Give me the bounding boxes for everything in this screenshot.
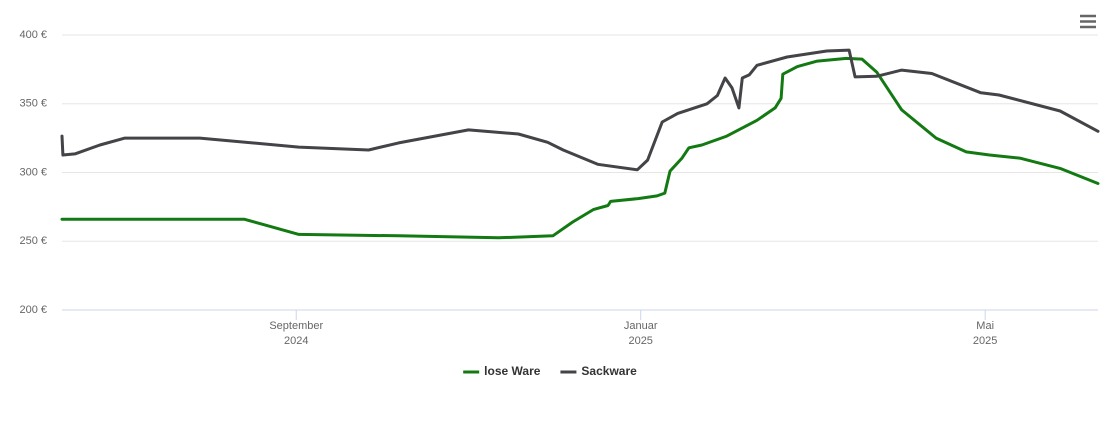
legend-item: Sackware [560,364,637,378]
x-tick-label: Januar 2025 [623,320,658,347]
x-tick-label: Mai 2025 [972,320,998,347]
y-tick-label: 350 € [19,98,47,110]
series-line [60,56,1100,240]
legend-item: lose Ware [463,364,541,378]
legend: lose Ware Sackware [463,364,637,378]
menu-button[interactable] [1078,12,1098,32]
x-tick-label: September 2024 [269,320,324,347]
y-tick-label: 250 € [19,235,47,247]
series-line [60,48,1100,172]
y-tick-label: 400 € [19,29,47,41]
legend-label: Sackware [581,364,637,378]
y-tick-label: 200 € [19,304,47,316]
y-tick-label: 300 € [19,166,47,178]
legend-label: lose Ware [484,364,541,378]
